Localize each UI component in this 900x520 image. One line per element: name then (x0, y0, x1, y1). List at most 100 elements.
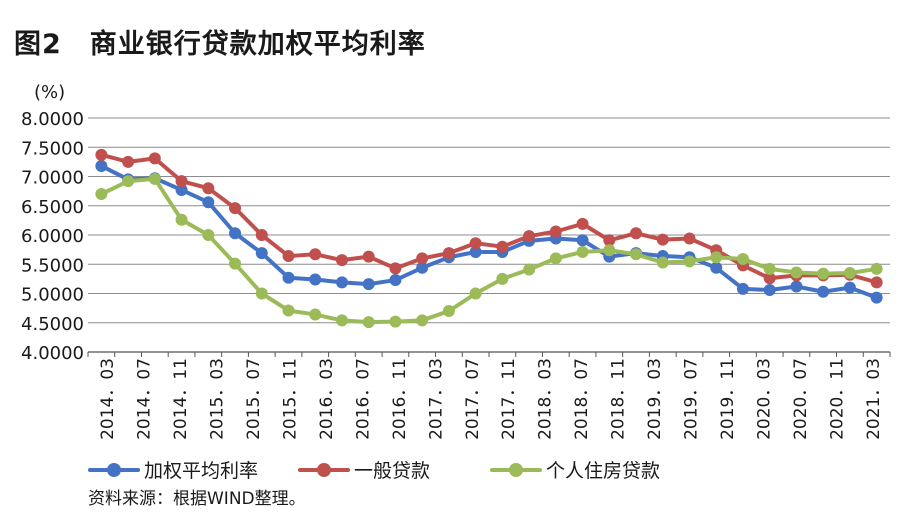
data-point (122, 175, 135, 188)
data-point (389, 274, 402, 287)
data-point (496, 240, 509, 253)
data-point (496, 272, 509, 285)
data-point (95, 188, 108, 201)
data-point (229, 227, 242, 240)
data-point (229, 257, 242, 270)
data-point (710, 251, 723, 264)
y-tick-label: 7.5000 (21, 138, 84, 159)
y-tick-label: 6.0000 (21, 226, 84, 247)
data-point (95, 148, 108, 161)
data-point (309, 248, 322, 261)
data-point (282, 271, 295, 284)
data-point (202, 196, 215, 209)
line-chart: 4.0000 4.5000 5.0000 5.5000 6.0000 6.5000 7.00… (21, 82, 891, 440)
data-point (843, 281, 856, 294)
data-point (763, 272, 776, 285)
x-tick-label: 2017．03 (426, 358, 446, 440)
series-group (95, 172, 883, 329)
data-point (870, 276, 883, 289)
data-point (148, 172, 161, 185)
data-point (416, 314, 429, 327)
data-point (309, 308, 322, 321)
x-tick-label: 2020．03 (754, 358, 774, 440)
data-point (229, 202, 242, 215)
series-line (99, 152, 879, 285)
data-point (122, 155, 135, 168)
data-point (389, 262, 402, 275)
x-tick-label: 2015．11 (281, 358, 301, 440)
x-tick-label: 2016．11 (390, 358, 410, 440)
x-tick-label: 2014．03 (98, 358, 118, 440)
data-point (683, 232, 696, 245)
y-tick-label: 4.0000 (21, 343, 84, 364)
data-point (309, 273, 322, 286)
x-tick-label: 2018．03 (536, 358, 556, 440)
y-tick-label: 8.0000 (21, 109, 84, 130)
legend-swatch (88, 462, 140, 477)
data-point (362, 278, 375, 291)
x-tick-label: 2018．07 (572, 358, 592, 440)
data-point (282, 304, 295, 317)
legend-label: 一般贷款 (354, 460, 431, 482)
figure-title: 图2 商业银行贷款加权平均利率 (14, 29, 426, 60)
data-point (95, 159, 108, 172)
data-point (362, 316, 375, 329)
legend-label: 加权平均利率 (144, 460, 259, 482)
data-point (683, 255, 696, 268)
data-point (817, 285, 830, 298)
data-point (790, 266, 803, 279)
data-point (763, 283, 776, 296)
y-tick-label: 6.5000 (21, 197, 84, 218)
data-point (175, 213, 188, 226)
data-point (870, 262, 883, 275)
data-point (576, 234, 589, 247)
legend-item: 加权平均利率 (88, 456, 258, 483)
legend-item: 个人住房贷款 (490, 456, 660, 483)
data-point (790, 280, 803, 293)
data-point (469, 245, 482, 258)
data-point (710, 261, 723, 274)
data-point (736, 252, 749, 265)
source-note: 资料来源：根据WIND整理。 (88, 489, 306, 509)
y-tick-label: 4.5000 (21, 314, 84, 335)
x-tick-label: 2018．11 (609, 358, 629, 440)
data-point (523, 263, 536, 276)
data-point (603, 244, 616, 257)
data-point (656, 233, 669, 246)
data-point (148, 152, 161, 165)
data-point (549, 252, 562, 265)
x-tick-label: 2014．11 (171, 358, 191, 440)
data-point (389, 315, 402, 328)
x-tick-label: 2017．11 (499, 358, 519, 440)
legend-swatch (490, 462, 543, 477)
data-point (576, 245, 589, 258)
data-point (630, 227, 643, 240)
tick-labels: 4.0000 4.5000 5.0000 5.5000 6.0000 6.5000 7.00… (21, 109, 884, 440)
legend-swatch (298, 462, 351, 477)
legend-item: 一般贷款 (298, 456, 430, 483)
x-tick-label: 2014．07 (135, 358, 155, 440)
data-point (469, 237, 482, 250)
data-point (416, 252, 429, 265)
data-point (442, 247, 455, 260)
data-point (576, 217, 589, 230)
x-tick-label: 2015．07 (244, 358, 264, 440)
x-tick-label: 2019．11 (718, 358, 738, 440)
data-point (282, 250, 295, 263)
data-point (335, 314, 348, 327)
data-point (549, 225, 562, 238)
x-tick-label: 2021．03 (864, 358, 884, 440)
series-lines (95, 148, 883, 329)
data-point (202, 229, 215, 241)
x-tick-label: 2019．03 (645, 358, 665, 440)
x-tick-label: 2015．03 (208, 358, 228, 440)
x-tick-label: 2017．07 (463, 358, 483, 440)
legend: 加权平均利率 一般贷款 个人住房贷款 (88, 456, 660, 483)
data-point (523, 230, 536, 243)
data-point (630, 248, 643, 261)
x-tick-label: 2020．11 (827, 358, 847, 440)
data-point (442, 305, 455, 318)
series-line (99, 163, 879, 300)
data-point (817, 267, 830, 280)
data-point (255, 229, 268, 241)
